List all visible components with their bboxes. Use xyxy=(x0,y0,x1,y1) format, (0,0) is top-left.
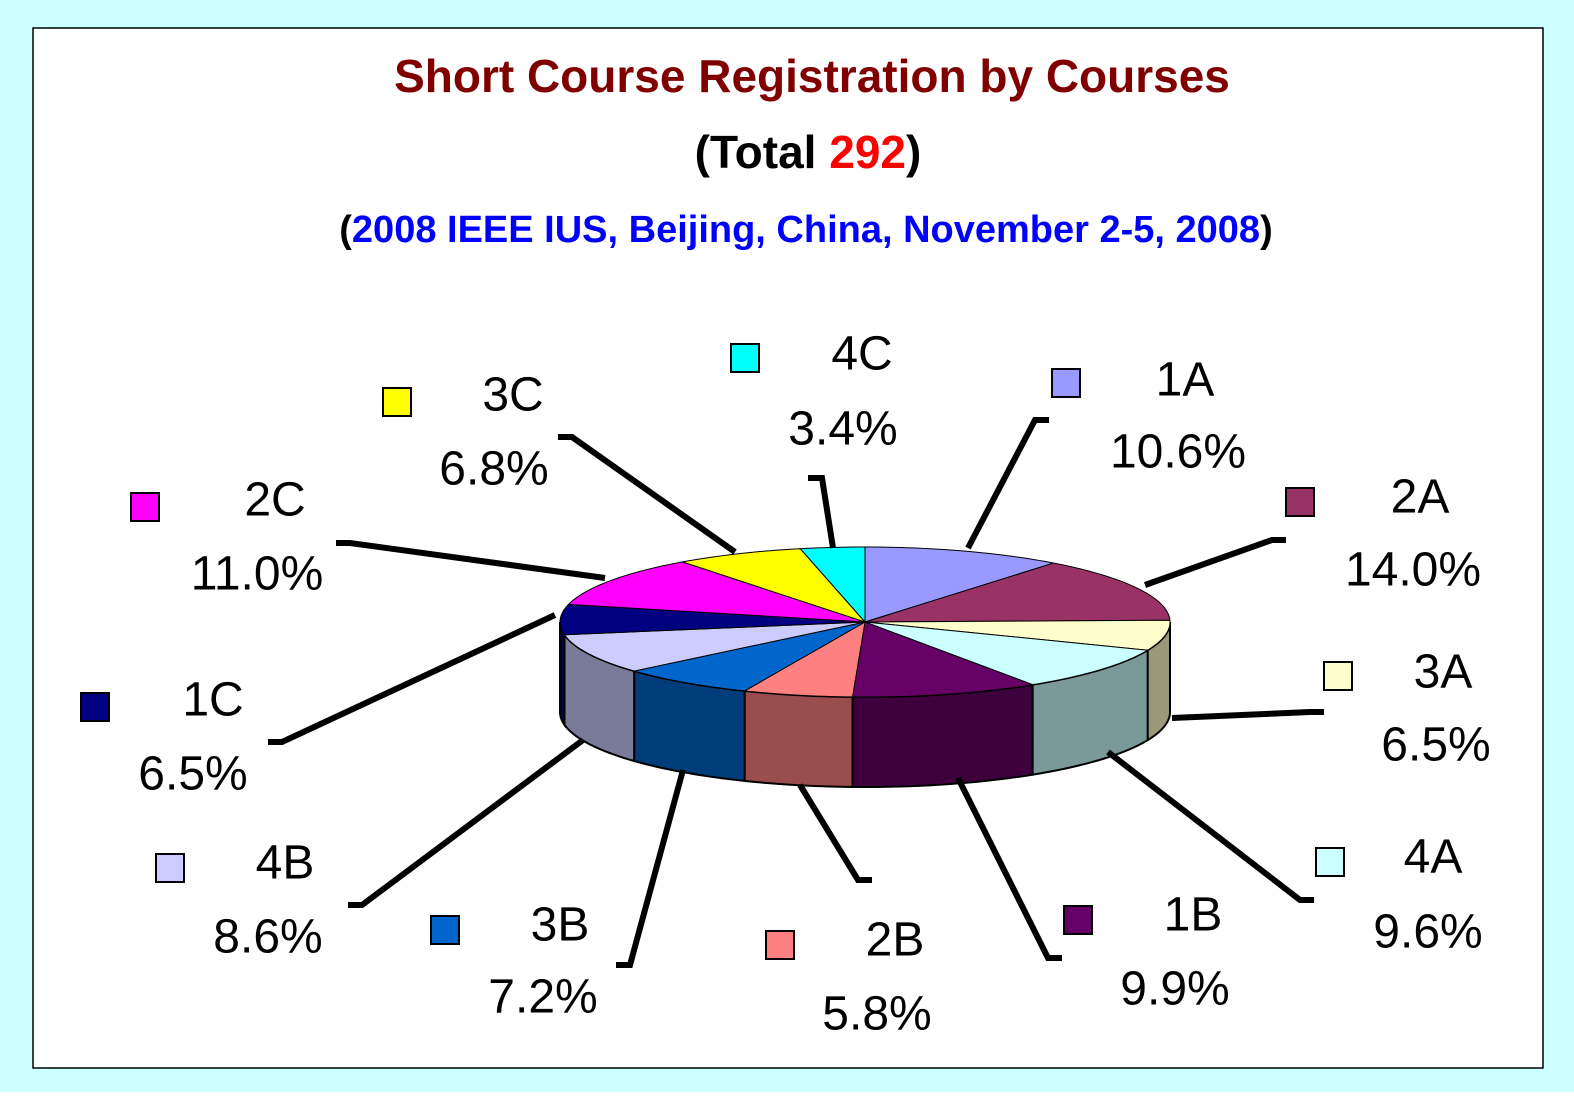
slice xyxy=(864,546,1054,623)
slice-name: 3B xyxy=(531,899,590,952)
data-label: 11.0% xyxy=(191,548,324,601)
slice-name: 2A xyxy=(1391,471,1450,524)
legend-swatch xyxy=(1323,661,1353,691)
legend-swatch xyxy=(1063,905,1093,935)
legend-swatch xyxy=(1285,487,1315,517)
legend-swatch xyxy=(155,853,185,883)
slice-name: 1B xyxy=(1164,889,1223,942)
subtitle-part: 292 xyxy=(829,126,906,178)
slice xyxy=(864,621,1150,686)
chart-subtitle: (2008 IEEE IUS, Beijing, China, November… xyxy=(339,209,1272,251)
legend-swatch xyxy=(430,915,460,945)
legend-swatch xyxy=(130,492,160,522)
data-label: 3.4% xyxy=(788,403,897,456)
subtitle-part: ) xyxy=(1260,209,1273,251)
leader-line xyxy=(1143,537,1286,588)
slice-name: 3A xyxy=(1414,646,1473,699)
subtitle-part: ( xyxy=(339,209,352,251)
leader-line xyxy=(1106,749,1314,903)
slice-name: 1A xyxy=(1156,354,1215,407)
slice xyxy=(682,548,867,624)
slice-name: 2B xyxy=(866,914,925,967)
data-label: 8.6% xyxy=(213,911,322,964)
slice-name: 4C xyxy=(831,328,892,381)
slice xyxy=(743,621,866,698)
data-label: 9.9% xyxy=(1120,963,1229,1016)
slice xyxy=(864,619,1171,651)
slice-side xyxy=(743,689,854,788)
leader-line xyxy=(808,475,836,549)
slice-side xyxy=(851,683,1034,788)
slice-name: 3C xyxy=(482,369,543,422)
slice-name: 4B xyxy=(256,837,315,890)
data-label: 6.5% xyxy=(138,748,247,801)
slice-name: 1C xyxy=(182,674,243,727)
data-label: 6.5% xyxy=(1381,719,1490,772)
chart-title: Short Course Registration by Courses xyxy=(394,50,1230,102)
slice xyxy=(559,603,866,636)
slice-side xyxy=(559,621,566,729)
legend-swatch xyxy=(1051,368,1081,398)
data-label: 6.8% xyxy=(439,443,548,496)
slice xyxy=(567,561,866,623)
slice xyxy=(634,621,866,692)
data-label: 10.6% xyxy=(1110,426,1246,479)
leader-line xyxy=(797,783,872,883)
data-label: 7.2% xyxy=(488,971,597,1024)
leader-line xyxy=(1171,709,1324,721)
leader-line xyxy=(965,417,1049,550)
chart-subtitle: (Total 292) xyxy=(695,126,922,178)
data-label: 14.0% xyxy=(1345,544,1481,597)
leader-line xyxy=(955,776,1062,961)
leader-line xyxy=(268,612,557,745)
legend-swatch xyxy=(730,343,760,373)
legend-swatch xyxy=(765,930,795,960)
subtitle-part: 2008 IEEE IUS, Beijing, China, November … xyxy=(352,209,1260,251)
slice-name: 4A xyxy=(1404,831,1463,884)
data-label: 9.6% xyxy=(1373,906,1482,959)
slice xyxy=(864,562,1171,623)
legend-swatch xyxy=(382,387,412,417)
slice xyxy=(851,621,1035,698)
legend-swatch xyxy=(1315,847,1345,877)
leader-line xyxy=(558,434,737,555)
slice-name: 2C xyxy=(244,474,305,527)
subtitle-part: (Total xyxy=(695,126,830,178)
leader-line xyxy=(336,540,606,581)
leader-line xyxy=(348,737,585,908)
subtitle-part: ) xyxy=(906,126,921,178)
legend-swatch xyxy=(80,692,110,722)
data-label: 5.8% xyxy=(822,988,931,1041)
slice xyxy=(563,621,866,672)
leader-line xyxy=(616,769,686,968)
